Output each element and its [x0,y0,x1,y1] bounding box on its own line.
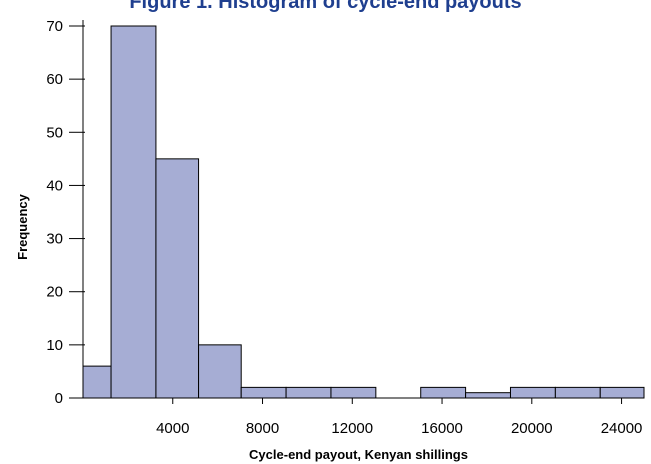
x-tick-label-12000: 12000 [331,420,373,437]
y-tick-label-20: 20 [46,284,63,301]
histogram-bar-6 [330,386,377,399]
x-tick-label-20000: 20000 [511,420,553,437]
histogram-bar-10 [554,386,601,399]
y-tick-label-70: 70 [46,18,63,35]
histogram-bar-1 [110,25,157,399]
y-tick-label-50: 50 [46,124,63,141]
histogram-bar-2 [155,158,200,399]
histogram-bar-7 [420,386,467,399]
chart-title: Figure 1. Histogram of cycle-end payouts [129,0,522,13]
histogram-bar-9 [509,386,556,399]
x-axis-ticks: 4000 8000 12000 16000 20000 24000 [156,398,642,437]
x-tick-label-16000: 16000 [421,420,463,437]
histogram-bar-4 [240,386,287,399]
histogram-bar-8 [465,392,511,399]
y-axis-title: Frequency [15,193,30,260]
y-axis-ticks: 0 10 20 30 40 50 60 70 [46,18,85,407]
y-tick-label-30: 30 [46,231,63,248]
y-tick-label-40: 40 [46,177,63,194]
x-tick-label-24000: 24000 [601,420,643,437]
x-tick-label-8000: 8000 [246,420,279,437]
y-tick-label-10: 10 [46,337,63,354]
histogram-bars [82,25,645,399]
histogram-bar-3 [198,344,242,399]
x-tick-label-4000: 4000 [156,420,189,437]
y-tick-label-60: 60 [46,71,63,88]
y-tick-label-0: 0 [55,390,63,407]
histogram-bar-0 [82,365,112,399]
histogram-bar-5 [285,386,332,399]
histogram-bar-11 [599,386,645,399]
x-axis-title: Cycle-end payout, Kenyan shillings [249,447,468,462]
